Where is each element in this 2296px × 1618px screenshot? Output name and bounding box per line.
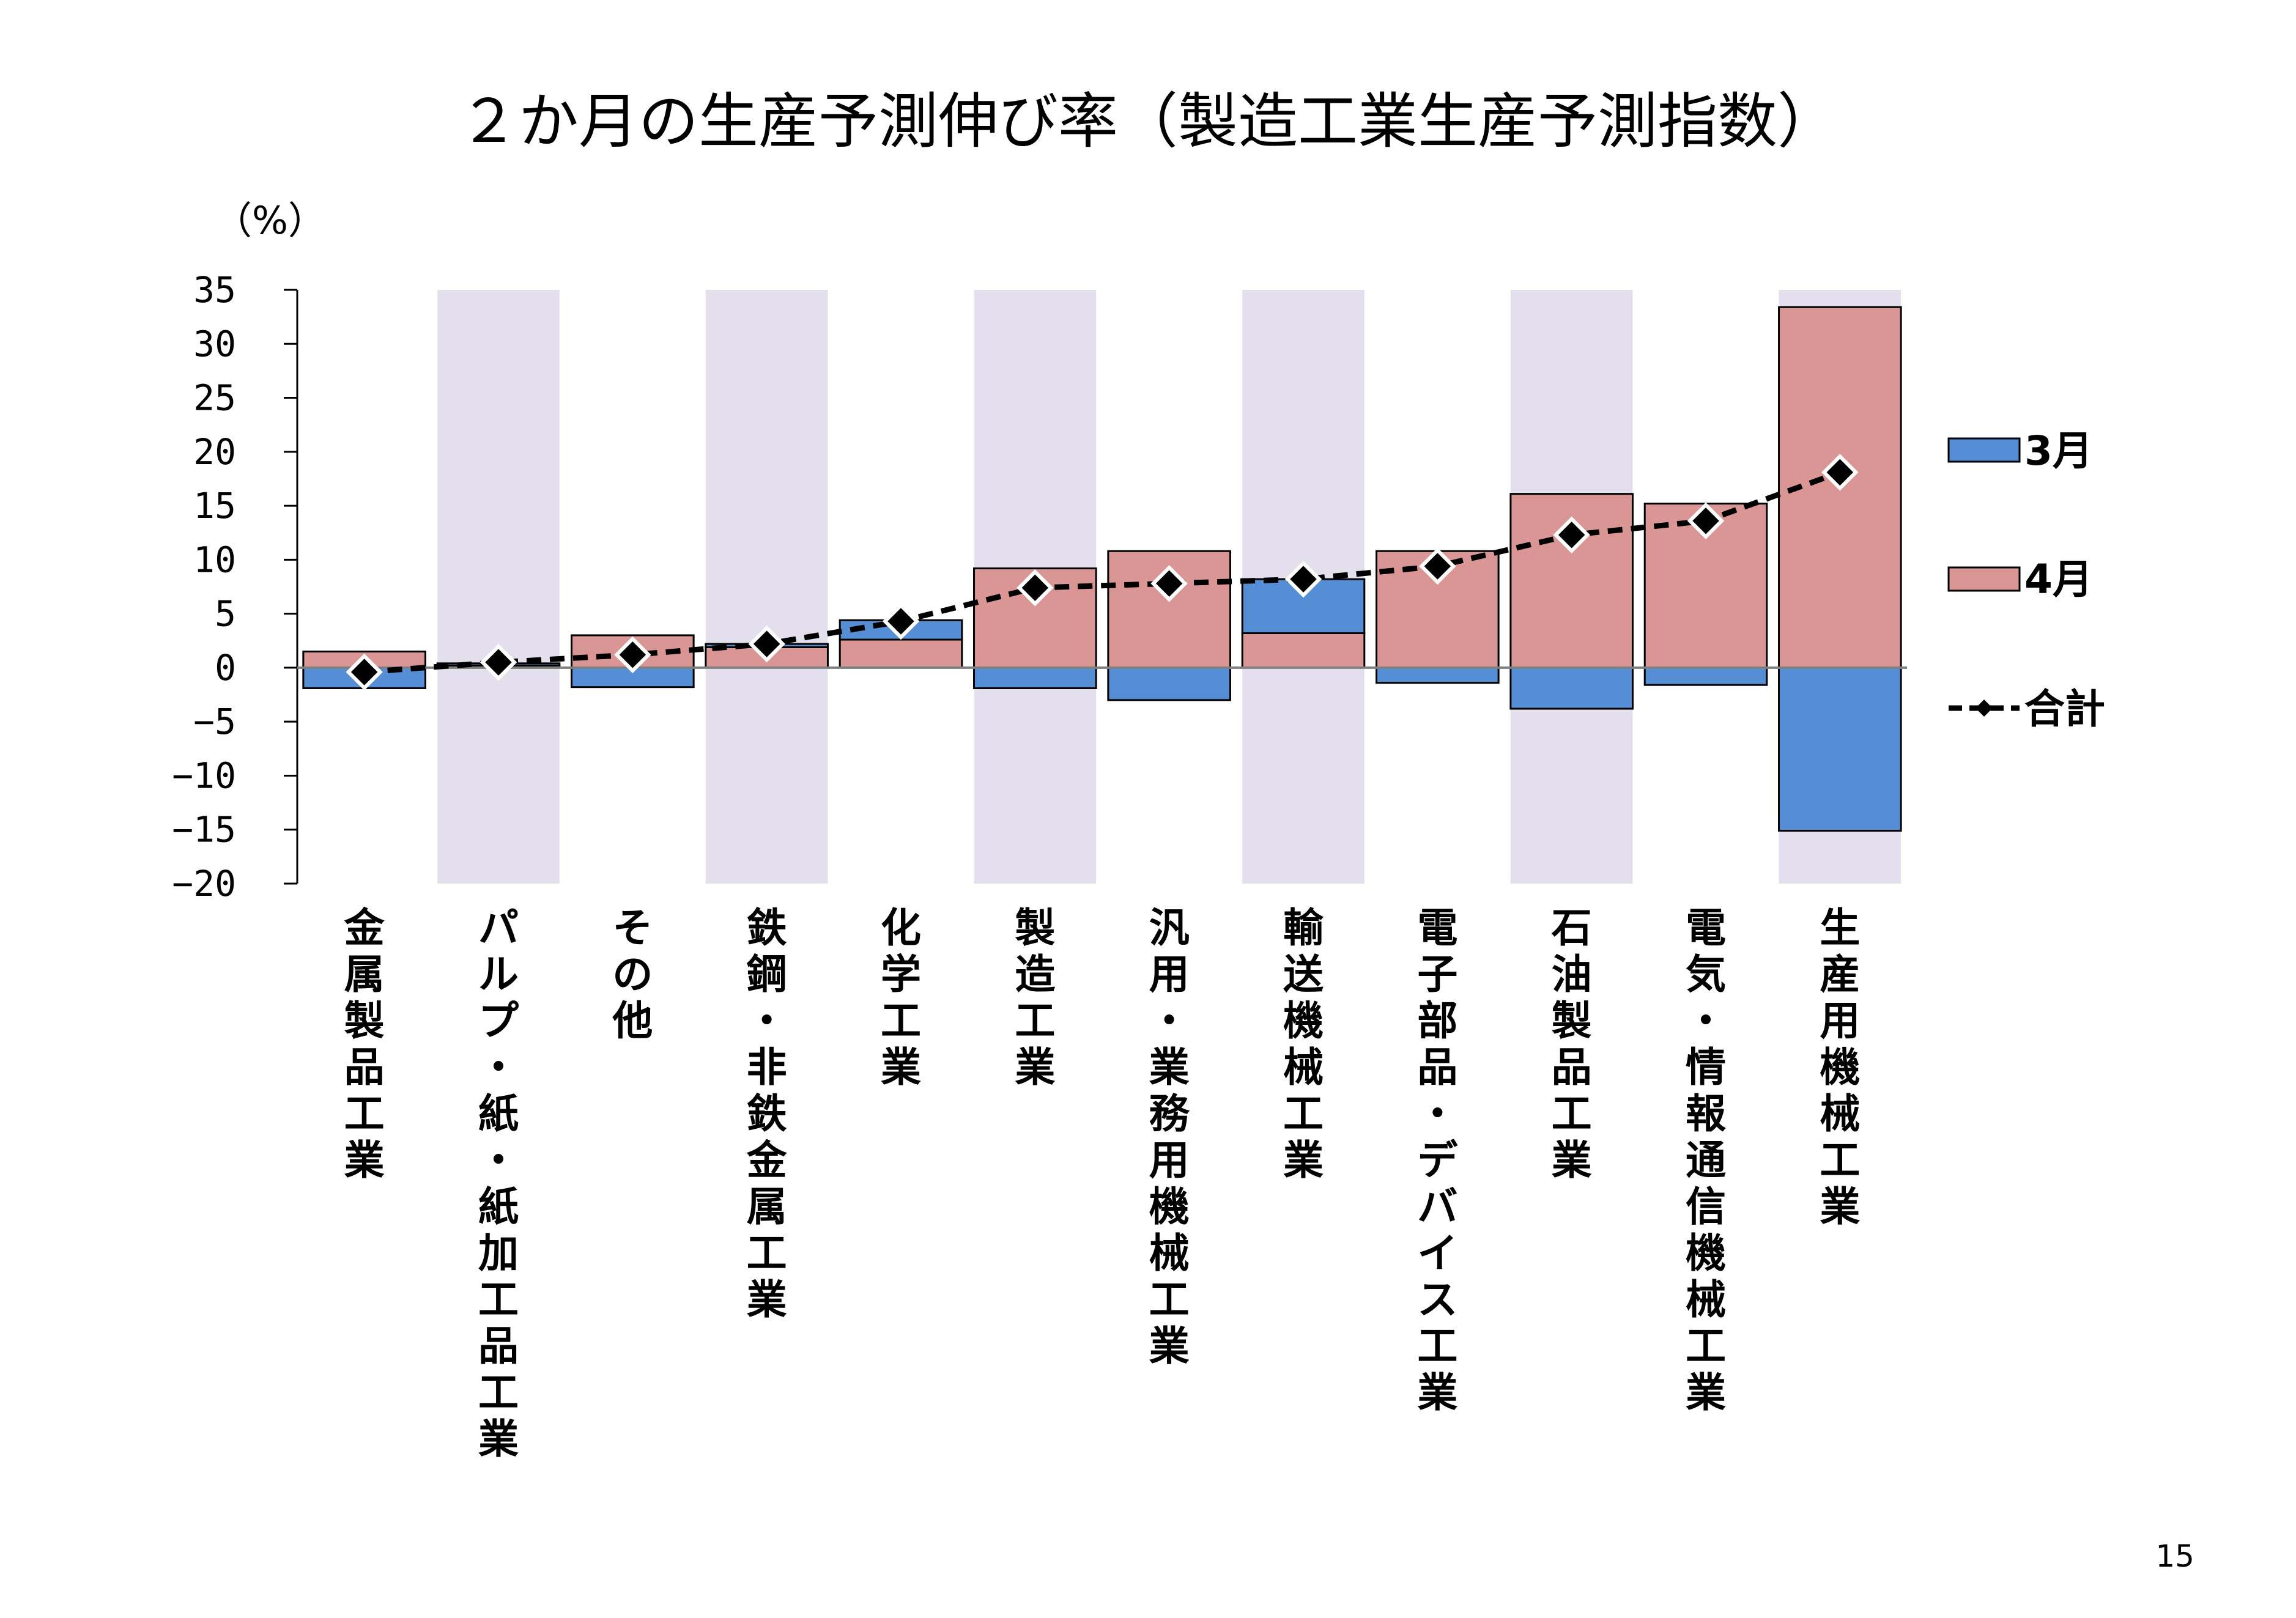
y-tick-label: 30 xyxy=(193,323,236,364)
legend-label-march: 3月 xyxy=(2024,427,2093,475)
total-point-marker xyxy=(748,625,785,663)
legend-swatch-march xyxy=(1947,437,2021,463)
category-label: 汎用・業務用機械工業 xyxy=(1149,904,1190,1370)
legend-marker-total xyxy=(1976,700,1993,717)
bar-april xyxy=(839,638,963,669)
page-number: 15 xyxy=(2155,1539,2194,1574)
total-point-marker xyxy=(882,602,920,640)
y-tick-label: 10 xyxy=(193,539,236,580)
category-labels: 金属製品工業 パルプ・紙・紙加工品工業 その他 鉄鋼・非鉄金属工業 化学工業 製造工業 汎用… xyxy=(344,904,1861,1463)
y-tick-label: 20 xyxy=(193,431,236,473)
y-tick-label: −10 xyxy=(172,755,236,796)
category-label: 金属製品工業 xyxy=(344,904,385,1184)
category-band xyxy=(705,290,828,884)
category-label: 鉄鋼・非鉄金属工業 xyxy=(746,904,788,1323)
total-point-marker xyxy=(346,653,383,691)
chart-title: ２か月の生産予測伸び率（製造工業生産予測指数） xyxy=(459,87,1837,157)
y-tick-label: 15 xyxy=(193,485,236,526)
total-point-marker xyxy=(1821,454,1859,491)
category-label: 化学工業 xyxy=(881,904,921,1091)
y-tick-label: 25 xyxy=(193,377,236,419)
legend-swatch-april xyxy=(1947,566,2021,592)
y-tick-label: 5 xyxy=(215,593,236,635)
total-point-marker xyxy=(1553,516,1590,554)
y-axis-unit-label: （%） xyxy=(214,198,326,243)
bar-march xyxy=(1509,667,1634,710)
bar-march xyxy=(1643,667,1768,686)
total-point-marker xyxy=(1017,569,1054,607)
y-tick-label: −20 xyxy=(172,863,236,904)
bar-march xyxy=(1778,667,1902,832)
category-label: 電子部品・デバイス工業 xyxy=(1417,904,1457,1416)
total-point-marker xyxy=(1150,564,1188,602)
legend-label-total: 合計 xyxy=(2024,685,2105,733)
total-point-marker xyxy=(1419,547,1456,585)
category-label: 生産用機械工業 xyxy=(1820,904,1860,1230)
total-point-marker xyxy=(614,636,651,673)
y-axis-ticks: 35 30 25 20 15 10 5 0 −5 −10 −15 −20 xyxy=(172,269,297,904)
axes xyxy=(296,290,1907,884)
total-point-marker xyxy=(480,643,517,681)
category-label: その他 xyxy=(612,904,653,1044)
category-label: パルプ・紙・紙加工品工業 xyxy=(478,904,519,1463)
bar-series xyxy=(302,306,1902,832)
y-tick-label: −5 xyxy=(193,701,236,742)
bar-march xyxy=(1107,667,1231,701)
total-point-marker xyxy=(1284,560,1322,598)
bar-march xyxy=(1376,667,1500,684)
category-label: 石油製品工業 xyxy=(1552,904,1592,1184)
bar-march xyxy=(973,667,1097,689)
y-tick-label: 35 xyxy=(193,269,236,311)
total-line-path xyxy=(364,470,1841,675)
category-label: 輸送機械工業 xyxy=(1283,904,1324,1184)
total-line-series xyxy=(346,454,1859,691)
category-label: 製造工業 xyxy=(1015,904,1055,1091)
legend-label-april: 4月 xyxy=(2024,556,2093,603)
y-tick-label: −15 xyxy=(172,809,236,851)
category-band xyxy=(437,290,560,884)
bar-april xyxy=(1241,632,1366,669)
category-label: 電気・情報通信機械工業 xyxy=(1686,904,1726,1416)
y-tick-label: 0 xyxy=(215,647,236,689)
total-point-marker xyxy=(1687,502,1725,540)
